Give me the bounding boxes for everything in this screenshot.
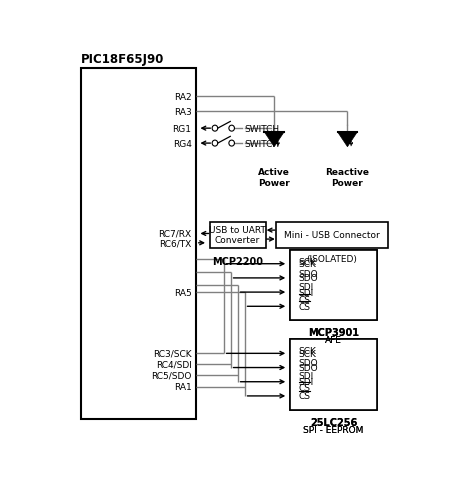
Text: MCP3901: MCP3901 [308,328,359,337]
Text: SDO: SDO [299,274,318,283]
Circle shape [229,126,234,132]
Text: SCK: SCK [299,349,316,358]
Text: MCP3901: MCP3901 [308,328,359,337]
FancyBboxPatch shape [276,222,387,248]
Text: CS: CS [299,383,310,392]
Text: SDO: SDO [299,359,318,367]
Text: RC5/SDO: RC5/SDO [151,371,192,380]
Circle shape [212,126,218,132]
FancyBboxPatch shape [290,339,377,410]
Text: AFE: AFE [325,336,342,345]
Text: SDO: SDO [299,363,318,372]
Text: RC3/SCK: RC3/SCK [153,349,192,358]
Text: RA2: RA2 [174,93,192,102]
Text: SWITCH: SWITCH [245,139,280,148]
Text: RA1: RA1 [174,382,192,391]
Text: RC4/SDI: RC4/SDI [156,360,192,369]
FancyBboxPatch shape [290,339,377,410]
Text: SDO: SDO [299,270,318,279]
Text: SPI - EEPROM: SPI - EEPROM [303,425,364,434]
Polygon shape [265,133,284,147]
Text: (ISOLATED): (ISOLATED) [306,255,357,264]
FancyBboxPatch shape [290,250,377,321]
Text: AFE: AFE [325,336,342,345]
Text: SWITCH: SWITCH [245,124,280,134]
Text: Mini - USB Connector: Mini - USB Connector [284,230,380,240]
Text: CS: CS [299,295,310,304]
Text: SDI: SDI [299,288,314,297]
Text: 25LC256: 25LC256 [310,417,357,427]
Text: CS: CS [299,302,310,311]
Circle shape [212,141,218,147]
Text: RG4: RG4 [173,139,192,148]
Text: RC6/TX: RC6/TX [159,239,192,248]
Text: RA5: RA5 [174,288,192,297]
Text: SCK: SCK [299,260,316,269]
Text: RA3: RA3 [174,107,192,117]
Text: 25LC256: 25LC256 [310,417,357,427]
FancyBboxPatch shape [210,222,266,248]
Text: SDI: SDI [299,378,314,386]
Text: SPI - EEPROM: SPI - EEPROM [303,425,364,434]
Text: SCK: SCK [299,346,316,355]
Circle shape [229,141,234,147]
Text: Reactive
Power: Reactive Power [325,168,369,187]
Text: SDI: SDI [299,282,314,291]
FancyBboxPatch shape [81,69,196,420]
FancyBboxPatch shape [290,250,377,321]
Text: SDI: SDI [299,371,314,380]
Text: MCP2200: MCP2200 [212,257,263,266]
Text: Active
Power: Active Power [258,168,290,187]
Text: RC7/RX: RC7/RX [158,229,192,239]
Text: USB to UART
Converter: USB to UART Converter [209,226,266,245]
Text: SCK: SCK [299,257,316,266]
Polygon shape [338,133,357,147]
Text: RG1: RG1 [172,124,192,134]
Text: CS: CS [299,392,310,401]
Text: PIC18F65J90: PIC18F65J90 [81,53,164,65]
